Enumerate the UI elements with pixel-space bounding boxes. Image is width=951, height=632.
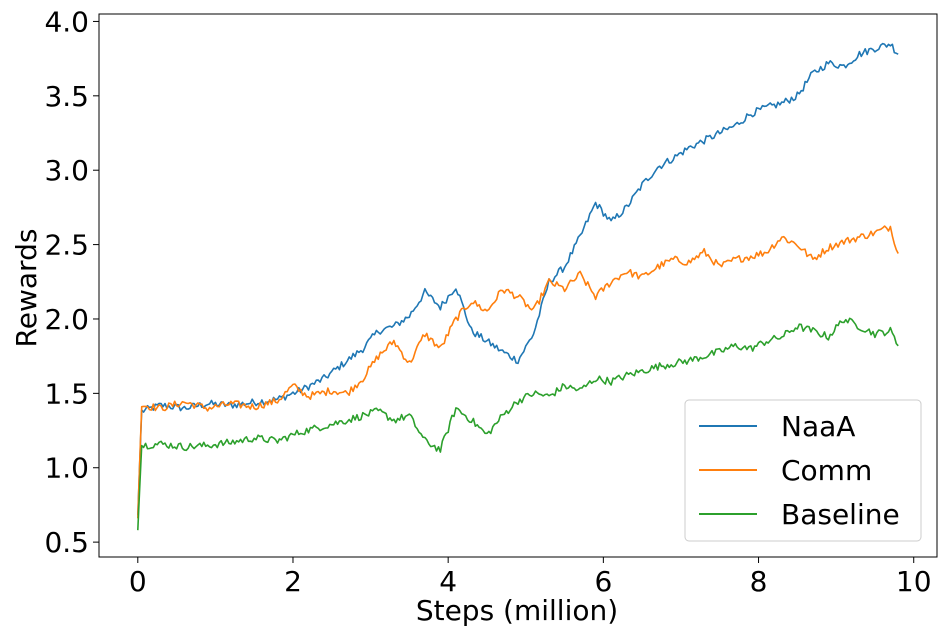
plot-frame (98, 13, 938, 558)
plot-lines (137, 42, 899, 531)
legend-label-comm: Comm (781, 454, 872, 487)
legend-label-naaa: NaaA (781, 410, 855, 443)
series-line-comm (137, 225, 899, 519)
x-tick-label: 8 (750, 565, 768, 598)
axes (98, 13, 938, 558)
y-tick-label: 2.5 (44, 229, 89, 262)
y-tick-label: 0.5 (44, 526, 89, 559)
legend-label-baseline: Baseline (781, 498, 900, 531)
y-tick-label: 3.5 (44, 80, 89, 113)
legend: NaaA Comm Baseline (684, 399, 922, 542)
y-tick-label: 4.0 (44, 5, 89, 38)
y-tick-label: 1.5 (44, 377, 89, 410)
ticks: 0 2 4 6 8 10 0.5 1.0 1.5 2.0 2.5 3.0 3.5 4.0 (44, 5, 931, 598)
x-axis-label: Steps (million) (416, 594, 618, 627)
x-tick-label: 6 (594, 565, 612, 598)
legend-box (684, 399, 922, 542)
x-tick-label: 0 (129, 565, 147, 598)
y-tick-label: 3.0 (44, 154, 89, 187)
y-axis-label: Rewards (10, 229, 43, 348)
y-tick-label: 1.0 (44, 452, 89, 485)
x-tick-label: 4 (439, 565, 457, 598)
y-tick-label: 2.0 (44, 303, 89, 336)
x-tick-label: 2 (284, 565, 302, 598)
series-line-baseline (137, 317, 899, 531)
x-tick-label: 10 (896, 565, 932, 598)
